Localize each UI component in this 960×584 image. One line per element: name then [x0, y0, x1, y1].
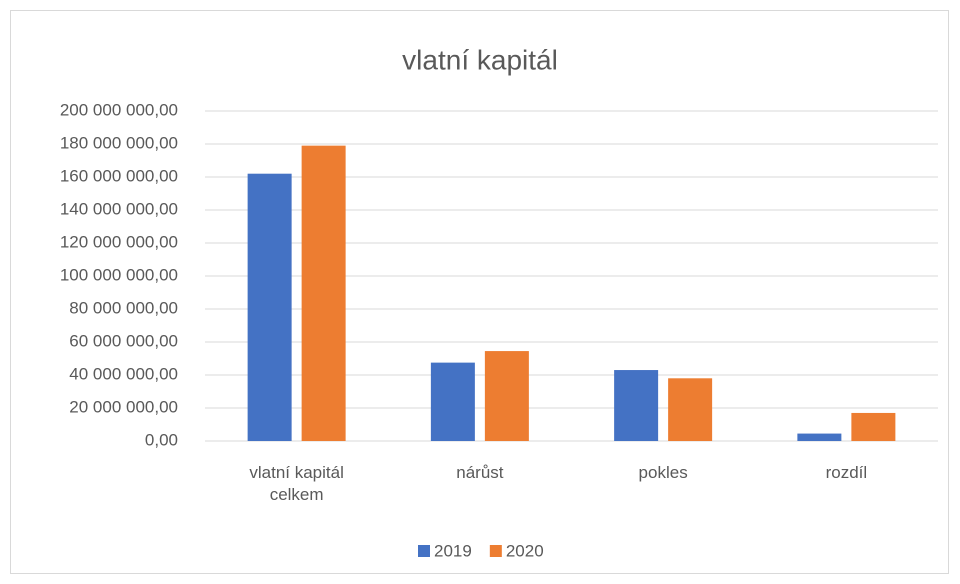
chart-border	[10, 10, 949, 574]
x-tick-label: nárůst	[456, 463, 504, 482]
y-tick-label: 160 000 000,00	[60, 166, 178, 185]
y-tick-label: 60 000 000,00	[69, 331, 178, 350]
legend-label: 2019	[434, 541, 472, 560]
y-tick-label: 120 000 000,00	[60, 232, 178, 251]
y-tick-label: 40 000 000,00	[69, 364, 178, 383]
y-tick-label: 80 000 000,00	[69, 298, 178, 317]
x-tick-label: pokles	[638, 463, 688, 482]
x-tick-label: vlatní kapitál celkem	[249, 463, 344, 504]
x-tick-label: rozdíl	[825, 463, 868, 482]
chart-title: vlatní kapitál	[402, 44, 558, 75]
legend-swatch	[489, 545, 502, 557]
bar	[484, 351, 529, 441]
y-tick-label: 180 000 000,00	[60, 133, 178, 152]
bar	[851, 412, 896, 441]
bar	[301, 145, 346, 441]
bar	[797, 433, 842, 441]
y-tick-label: 20 000 000,00	[69, 397, 178, 416]
y-tick-label: 100 000 000,00	[60, 265, 178, 284]
bar	[668, 378, 713, 441]
bar	[247, 173, 292, 441]
y-tick-label: 200 000 000,00	[60, 100, 178, 119]
legend-swatch	[418, 545, 430, 557]
bar	[430, 362, 475, 441]
y-tick-label: 140 000 000,00	[60, 199, 178, 218]
legend-label: 2020	[506, 541, 544, 560]
y-tick-label: 0,00	[145, 430, 178, 449]
bar	[614, 370, 659, 441]
